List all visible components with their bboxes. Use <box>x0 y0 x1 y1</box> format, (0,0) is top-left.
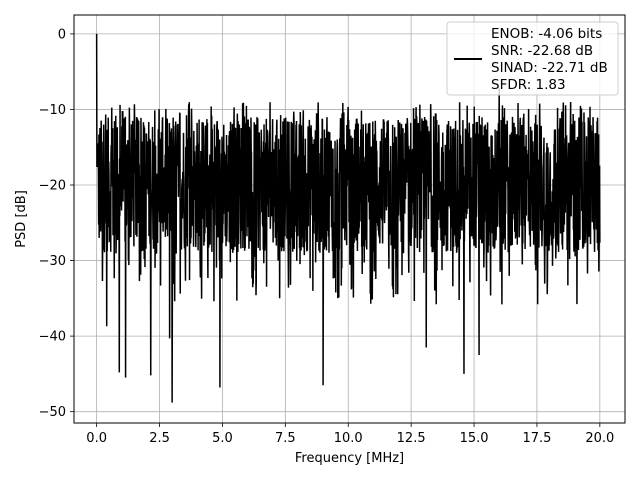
x-tick-label: 12.5 <box>397 431 426 446</box>
psd-series-line <box>95 33 601 403</box>
y-tick-label: −10 <box>39 103 66 118</box>
x-tick-label: 0.0 <box>86 431 107 446</box>
x-axis-label: Frequency [MHz] <box>295 451 404 466</box>
y-axis: 0 −10 −20 −30 −40 −50 <box>39 27 74 420</box>
y-axis-label: PSD [dB] <box>14 190 29 248</box>
legend-line-sinad: SINAD: -22.71 dB <box>491 60 608 76</box>
y-tick-label: −40 <box>39 330 66 345</box>
x-tick-label: 2.5 <box>149 431 170 446</box>
series-group <box>95 33 601 403</box>
x-tick-label: 7.5 <box>275 431 296 446</box>
x-tick-label: 10.0 <box>334 431 363 446</box>
plot-frame <box>73 14 626 424</box>
y-tick-label: 0 <box>58 27 66 42</box>
legend-line-sfdr: SFDR: 1.83 <box>491 77 566 93</box>
legend-line-snr: SNR: -22.68 dB <box>491 43 593 59</box>
legend: ENOB: -4.06 bits SNR: -22.68 dB SINAD: -… <box>446 21 619 96</box>
y-tick-label: −50 <box>39 405 66 420</box>
x-tick-label: 20.0 <box>585 431 614 446</box>
x-tick-label: 15.0 <box>460 431 489 446</box>
legend-line-enob: ENOB: -4.06 bits <box>491 26 602 42</box>
x-axis: 0.0 2.5 5.0 7.5 10.0 12.5 15.0 17.5 20.0 <box>86 423 614 446</box>
legend-frame <box>446 21 619 96</box>
y-tick-label: −30 <box>39 254 66 269</box>
x-tick-label: 5.0 <box>212 431 233 446</box>
y-tick-label: −20 <box>39 179 66 194</box>
x-tick-label: 17.5 <box>522 431 551 446</box>
